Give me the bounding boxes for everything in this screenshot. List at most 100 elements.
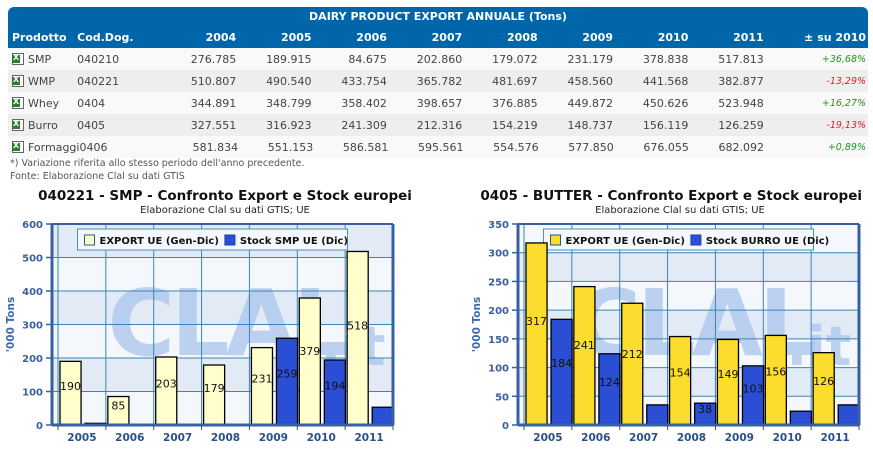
bar-data-label: 103 <box>743 382 764 395</box>
x-tick-label: 2010 <box>307 432 336 444</box>
value-cell: 676.055 <box>643 140 689 154</box>
x-tick-label: 2008 <box>677 432 706 444</box>
table-row: Burro 0405 327.551 316.923 241.309 212.316 154… <box>8 114 868 136</box>
y-tick-label: 300 <box>22 321 43 332</box>
y-tick-label: 200 <box>488 306 509 317</box>
legend-label-1: Stock SMP UE (Dic) <box>240 236 348 247</box>
x-tick-label: 2009 <box>725 432 754 444</box>
x-tick-label: 2005 <box>67 432 96 444</box>
value-cell: 212.316 <box>416 118 463 132</box>
bar-data-label: 184 <box>551 357 572 370</box>
product-cell[interactable]: WMP <box>8 75 77 88</box>
y-tick-label: 0 <box>36 421 43 432</box>
value-cell: 126.259 <box>718 118 764 132</box>
table-note: *) Variazione riferita allo stesso perio… <box>10 158 305 169</box>
excel-icon[interactable] <box>12 97 24 109</box>
excel-icon[interactable] <box>12 75 24 87</box>
bar-data-label: 156 <box>765 366 786 379</box>
bar-data-label: 379 <box>299 345 320 358</box>
value-cell: 682.092 <box>718 140 764 154</box>
value-cell: 344.891 <box>190 96 237 110</box>
y-axis-label: '000 Tons <box>5 297 17 353</box>
bar-data-label: 259 <box>277 367 298 380</box>
y-tick-label: 300 <box>488 249 509 260</box>
table-row: Whey 0404 344.891 348.799 358.402 398.657 376.… <box>8 92 868 114</box>
y-axis-label: '000 Tons <box>471 297 483 353</box>
bar-export <box>716 338 740 426</box>
excel-icon[interactable] <box>12 53 24 65</box>
value-cell: 179.072 <box>492 52 538 66</box>
column-header: 2008 <box>507 30 538 44</box>
x-tick-label: 2007 <box>163 432 192 444</box>
bar-stock <box>371 406 394 426</box>
code-cell: 0406 <box>79 140 108 154</box>
grid-band <box>518 252 859 282</box>
value-cell: 84.675 <box>348 52 387 66</box>
x-tick-label: 2006 <box>581 432 610 444</box>
bar-export <box>525 242 548 426</box>
table-row: WMP 040221 510.807 490.540 433.754 365.782 481… <box>8 70 868 92</box>
product-cell[interactable]: SMP <box>8 53 77 66</box>
value-cell: 348.799 <box>266 96 312 110</box>
bar-data-label: 317 <box>526 315 547 328</box>
value-cell: 458.560 <box>567 74 614 88</box>
bar-stock <box>646 404 669 426</box>
bar-data-label: 149 <box>717 368 738 381</box>
bar-data-label: 518 <box>347 320 368 333</box>
excel-icon[interactable] <box>12 119 24 131</box>
value-cell: 148.737 <box>567 118 614 132</box>
bar-stock <box>789 410 813 426</box>
value-cell: 231.179 <box>567 52 614 66</box>
value-cell: 554.576 <box>493 140 539 154</box>
y-tick-label: 100 <box>488 364 509 375</box>
y-tick-label: 0 <box>502 421 509 432</box>
column-header: Cod.Dog. <box>77 30 134 44</box>
bar-data-label: 212 <box>622 348 643 361</box>
value-cell: 581.834 <box>192 140 239 154</box>
product-cell[interactable]: Burro <box>8 119 77 132</box>
value-cell: 241.309 <box>341 118 387 132</box>
legend-box <box>543 228 814 251</box>
bar-export <box>812 351 835 426</box>
bar-data-label: 194 <box>324 379 345 392</box>
value-cell: 376.885 <box>492 96 538 110</box>
value-cell: 154.219 <box>492 118 538 132</box>
value-cell: 189.915 <box>266 52 312 66</box>
code-cell: 0404 <box>77 96 106 110</box>
legend-label-0: EXPORT UE (Gen-Dic) <box>566 236 685 247</box>
x-tick-label: 2008 <box>211 432 240 444</box>
change-cell: +16,27% <box>821 97 867 109</box>
product-name: Whey <box>28 96 60 110</box>
column-header: 2007 <box>431 30 463 44</box>
column-header: Prodotto <box>12 30 67 44</box>
value-cell: 358.402 <box>341 96 387 110</box>
value-cell: 202.860 <box>416 52 463 66</box>
legend-label-1: Stock BURRO UE (Dic) <box>706 236 829 247</box>
grid-band <box>52 291 393 325</box>
bar-export <box>668 335 692 426</box>
value-cell: 595.561 <box>417 140 464 154</box>
product-name: Formaggi <box>28 140 80 154</box>
chart-title-butter: 0405 - BUTTER - Confronto Export e Stock… <box>480 188 862 204</box>
y-tick-label: 500 <box>22 254 43 265</box>
value-cell: 378.838 <box>642 52 689 66</box>
chart-title-smp: 040221 - SMP - Confronto Export e Stock … <box>38 188 412 204</box>
bar-stock <box>275 337 299 426</box>
excel-icon[interactable] <box>12 141 24 153</box>
column-header: 2010 <box>657 30 689 44</box>
legend-swatch-0 <box>84 234 95 246</box>
bar-export <box>155 356 178 426</box>
value-cell: 523.948 <box>718 96 764 110</box>
x-tick-label: 2011 <box>354 432 383 444</box>
product-cell[interactable]: Whey <box>8 97 77 110</box>
legend-swatch-1 <box>224 234 236 246</box>
change-cell: +0,89% <box>827 141 866 153</box>
bar-data-label: 190 <box>60 380 81 393</box>
table-title: DAIRY PRODUCT EXPORT ANNUALE (Tons) <box>8 7 868 26</box>
product-cell[interactable]: Formaggi <box>8 141 79 154</box>
value-cell: 316.923 <box>266 118 312 132</box>
x-tick-label: 2011 <box>820 432 849 444</box>
